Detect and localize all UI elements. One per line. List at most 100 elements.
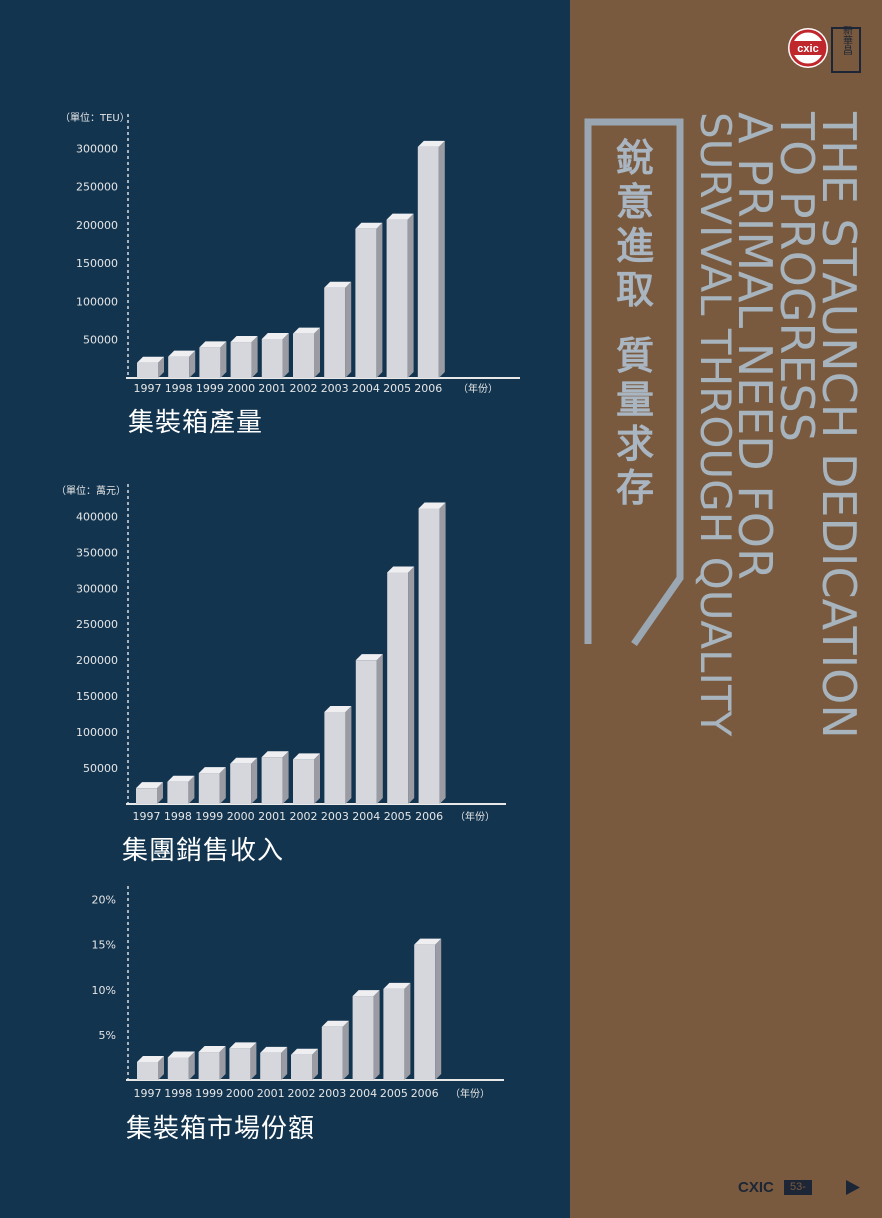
x-unit-label: （年份） [455,810,495,823]
bar-front [414,944,436,1080]
bar-2006 [417,140,445,378]
x-tick-label: 2003 [321,810,349,823]
x-tick-label: 2004 [349,1087,377,1100]
logo-cn-text: 新華昌 [841,26,853,56]
bar-top [261,332,289,339]
bar-top [293,327,320,334]
bar-front [324,287,346,378]
english-title-line-4: SURVIVAL THROUGH QUALITY [691,112,740,737]
title-panel [570,0,882,1218]
bar-2001 [261,332,289,378]
bar-top [417,140,445,147]
x-tick-label: 1998 [165,382,193,395]
bar-front [260,1052,282,1080]
bar-front [230,763,252,804]
bar-top [229,1042,257,1049]
bar-side [189,350,196,378]
bar-top [230,757,258,764]
y-tick-label: 250000 [76,181,118,194]
x-tick-label: 2006 [411,1087,439,1100]
chart-title-sales-revenue: 集團銷售收入 [122,836,285,866]
bar-top [418,502,446,509]
bar-side [282,751,289,804]
x-tick-label: 2004 [352,810,380,823]
bar-1999 [198,767,226,804]
bar-top [167,775,195,782]
bar-front [136,788,157,804]
bar-1997 [136,782,163,804]
y-tick-label: 50000 [83,334,118,347]
bar-front [387,572,409,804]
y-tick-label: 300000 [76,142,118,155]
bar-2002 [291,1048,318,1080]
x-tick-label: 2005 [384,810,412,823]
bar-side [281,1046,288,1080]
bar-side [407,213,414,378]
bar-top [414,938,442,945]
bar-front [261,338,283,378]
bar-side [435,938,442,1080]
bar-front [417,146,439,378]
bar-side [439,502,446,804]
bar-2002 [293,327,320,378]
y-tick-label: 150000 [76,257,118,270]
bar-top [198,1046,226,1053]
bar-side [342,1020,349,1080]
sales-revenue-chart: （單位：萬元） （年份） 50000 100000 150000 200000 2500… [56,484,506,823]
x-tick-label: 2003 [321,382,349,395]
bar-top [324,281,352,288]
bar-2004 [355,654,383,804]
bar-side [376,654,383,804]
cn-char: 求 [615,422,654,466]
x-tick-label: 1999 [196,382,224,395]
x-tick-label: 2006 [414,382,442,395]
bar-top [352,990,380,997]
bar-1999 [198,1046,226,1080]
bar-side [314,753,320,804]
bar-side [251,336,258,378]
footer-brand: CXIC [738,1179,774,1196]
bar-front [324,711,346,804]
x-tick-label: 2006 [415,810,443,823]
bar-1998 [168,350,196,378]
x-tick-label: 2001 [258,382,286,395]
bar-top [260,1046,288,1053]
bar-1997 [137,356,164,378]
x-tick-label: 1999 [195,1087,223,1100]
bar-side [220,341,227,378]
bar-top [136,782,163,789]
bar-2002 [293,753,320,804]
y-tick-label: 400000 [76,510,118,523]
bar-top [293,753,320,760]
y-tick-label: 100000 [76,295,118,308]
bar-2003 [324,705,352,804]
chart-panel: （單位：TEU） （年份） 50000 100000 150000 200000 250… [56,111,520,1144]
bar-side [219,1046,226,1080]
bar-top [137,356,164,363]
x-tick-label: 2005 [380,1087,408,1100]
x-tick-label: 1997 [134,1087,162,1100]
bar-side [408,566,415,804]
y-tick-label: 50000 [83,762,118,775]
x-tick-label: 2000 [226,1087,254,1100]
bar-side [158,1055,164,1080]
bar-side [219,767,226,804]
y-tick-label: 15% [92,939,116,952]
bar-front [137,1061,158,1080]
bar-front [168,356,190,378]
bar-2003 [321,1020,349,1080]
x-tick-label: 2000 [227,382,255,395]
bar-front [352,996,374,1080]
y-tick-label: 10% [92,984,116,997]
bar-front [137,362,158,378]
bar-top [386,213,414,220]
bar-front [167,1057,189,1080]
bar-2003 [324,281,352,378]
x-tick-label: 1997 [133,810,161,823]
y-tick-label: 150000 [76,690,118,703]
bar-2000 [230,757,258,804]
bar-front [198,773,220,804]
bar-top [324,705,352,712]
chinese-title: 銳 意 進 取 質 量 求 存 [604,136,666,510]
bar-top [355,654,383,661]
